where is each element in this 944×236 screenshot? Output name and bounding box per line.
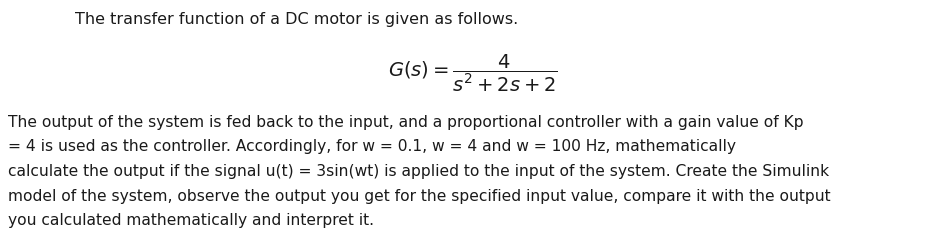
Text: $G(s) = \dfrac{4}{s^2 + 2s + 2}$: $G(s) = \dfrac{4}{s^2 + 2s + 2}$ <box>387 52 557 94</box>
Text: calculate the output if the signal u(t) = 3sin(wt) is applied to the input of th: calculate the output if the signal u(t) … <box>8 164 828 179</box>
Text: The output of the system is fed back to the input, and a proportional controller: The output of the system is fed back to … <box>8 115 802 130</box>
Text: you calculated mathematically and interpret it.: you calculated mathematically and interp… <box>8 213 374 228</box>
Text: = 4 is used as the controller. Accordingly, for w = 0.1, w = 4 and w = 100 Hz, m: = 4 is used as the controller. According… <box>8 139 735 155</box>
Text: The transfer function of a DC motor is given as follows.: The transfer function of a DC motor is g… <box>75 12 517 27</box>
Text: model of the system, observe the output you get for the specified input value, c: model of the system, observe the output … <box>8 189 830 203</box>
